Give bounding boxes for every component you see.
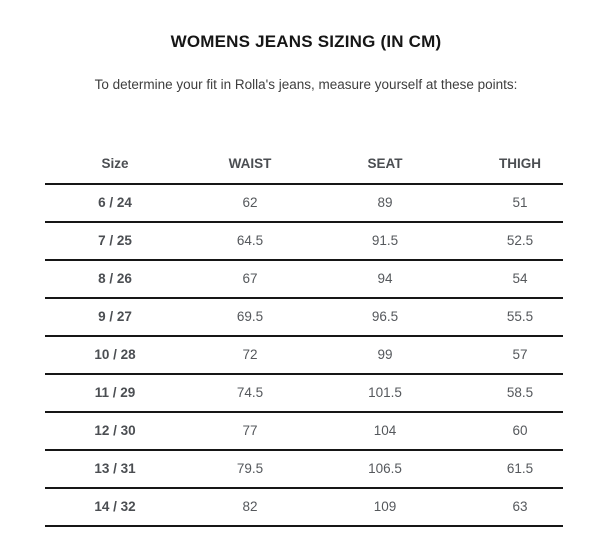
size-cell: 7 / 25 [98,233,132,248]
seat-cell: 89 [377,195,393,210]
thigh-cell: 55.5 [506,309,534,324]
thigh-cell: 61.5 [506,461,534,476]
table-row: 6 / 24 62 89 51 [45,185,563,223]
column-header-seat: SEAT [367,156,403,171]
thigh-cell: 58.5 [506,385,534,400]
size-cell: 9 / 27 [98,309,132,324]
seat-cell: 109 [373,499,397,514]
column-header-waist: WAIST [228,156,272,171]
waist-cell: 67 [242,271,258,286]
thigh-cell: 52.5 [506,233,534,248]
waist-cell: 77 [242,423,258,438]
size-cell: 10 / 28 [94,347,136,362]
size-cell: 13 / 31 [94,461,136,476]
thigh-cell: 54 [512,271,528,286]
thigh-cell: 60 [512,423,528,438]
size-cell: 11 / 29 [94,385,136,400]
waist-cell: 69.5 [236,309,264,324]
waist-cell: 79.5 [236,461,264,476]
sizing-table: Size WAIST SEAT THIGH 6 / 24 62 89 51 7 … [45,145,563,527]
size-cell: 14 / 32 [94,499,136,514]
waist-cell: 74.5 [236,385,264,400]
seat-cell: 104 [373,423,397,438]
waist-cell: 72 [242,347,258,362]
thigh-cell: 51 [512,195,528,210]
column-header-size: Size [101,156,129,171]
waist-cell: 64.5 [236,233,264,248]
size-cell: 12 / 30 [94,423,136,438]
waist-cell: 82 [242,499,258,514]
seat-cell: 91.5 [371,233,399,248]
page-title: WOMENS JEANS SIZING (IN CM) [170,32,442,51]
table-row: 11 / 29 74.5 101.5 58.5 [45,375,563,413]
page-subtitle: To determine your fit in Rolla's jeans, … [94,77,518,92]
waist-cell: 62 [242,195,258,210]
table-row: 14 / 32 82 109 63 [45,489,563,527]
table-row: 8 / 26 67 94 54 [45,261,563,299]
table-row: 12 / 30 77 104 60 [45,413,563,451]
column-header-thigh: THIGH [499,156,541,171]
size-cell: 8 / 26 [98,271,132,286]
seat-cell: 101.5 [368,385,402,400]
table-row: 10 / 28 72 99 57 [45,337,563,375]
seat-cell: 96.5 [371,309,399,324]
seat-cell: 99 [377,347,393,362]
seat-cell: 94 [377,271,393,286]
thigh-cell: 63 [512,499,528,514]
seat-cell: 106.5 [368,461,402,476]
thigh-cell: 57 [512,347,528,362]
size-cell: 6 / 24 [98,195,132,210]
table-row: 9 / 27 69.5 96.5 55.5 [45,299,563,337]
table-row: 13 / 31 79.5 106.5 61.5 [45,451,563,489]
table-body: 6 / 24 62 89 51 7 / 25 64.5 91.5 52.5 8 … [45,185,563,527]
sizing-page: WOMENS JEANS SIZING (IN CM) To determine… [0,32,612,527]
table-row: 7 / 25 64.5 91.5 52.5 [45,223,563,261]
table-header-row: Size WAIST SEAT THIGH [45,145,563,185]
